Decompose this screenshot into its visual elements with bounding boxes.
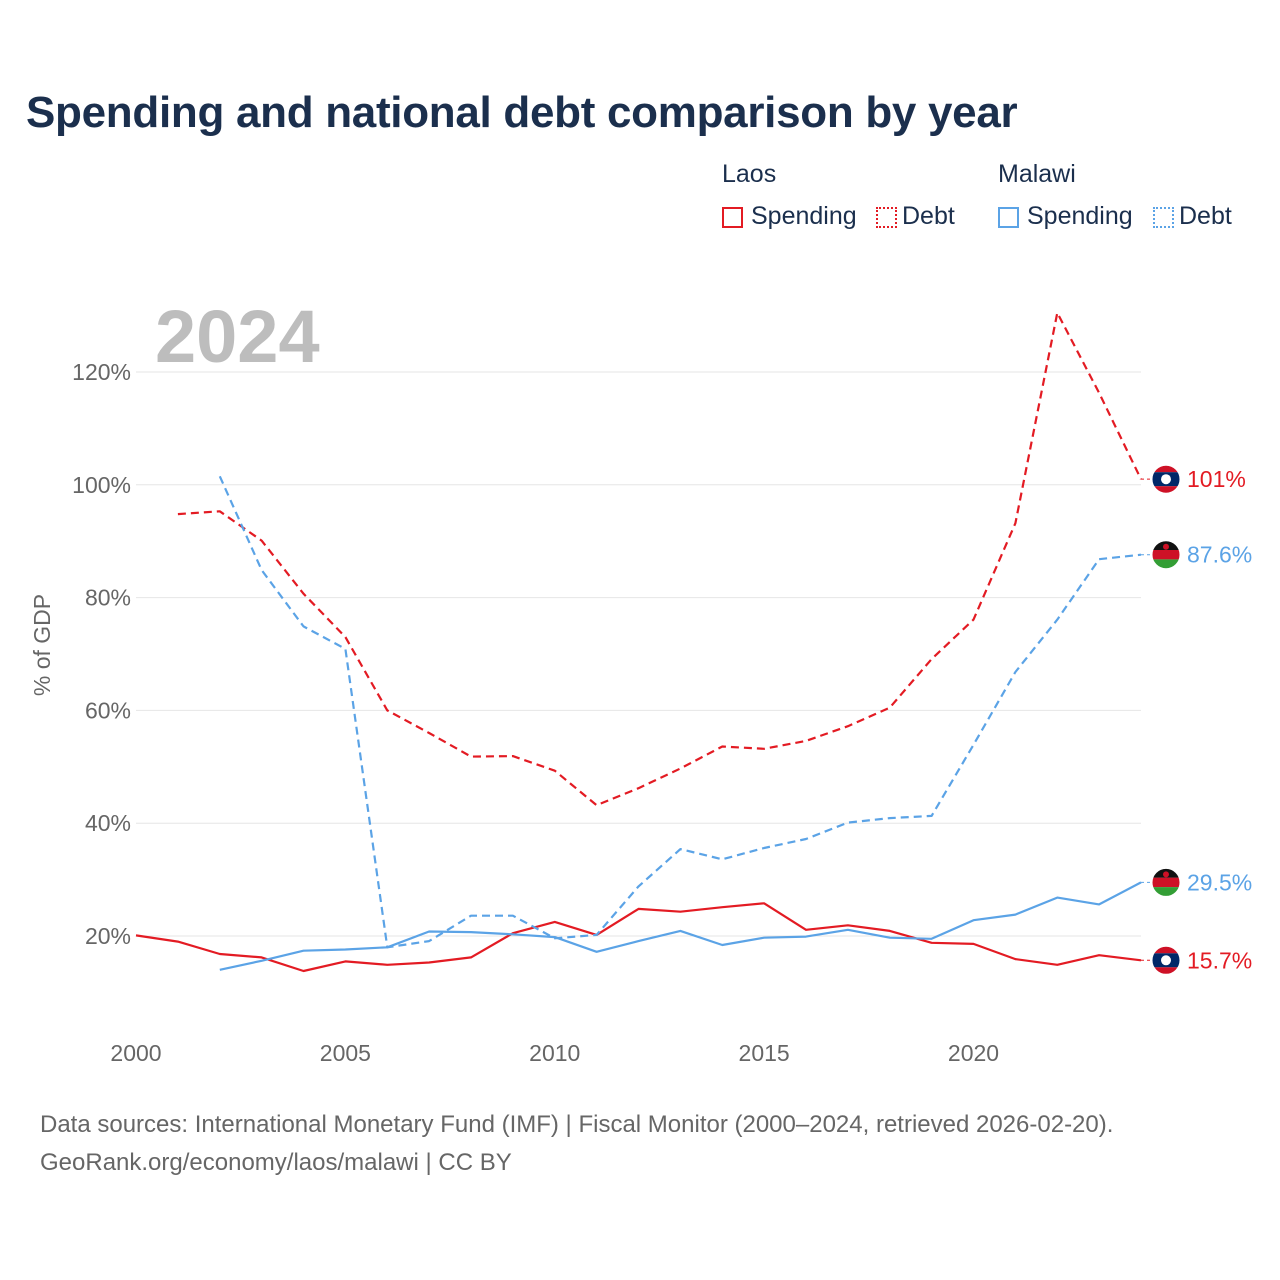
footer-attribution[interactable]: GeoRank.org/economy/laos/malawi | CC BY	[40, 1149, 512, 1176]
legend-country-laos: Laos	[722, 160, 777, 188]
legend-item-laos-spending[interactable]: Spending	[722, 202, 857, 230]
series-line-malawi-spending[interactable]	[219, 881, 1142, 971]
x-tick-label: 2005	[320, 1040, 371, 1066]
footer-source: Data sources: International Monetary Fun…	[40, 1111, 1114, 1138]
legend-item-laos-debt[interactable]: Debt	[876, 202, 955, 230]
dotted-line-swatch-icon	[1153, 207, 1174, 228]
series-lines	[135, 311, 1142, 973]
series-line-laos-spending[interactable]	[135, 902, 1142, 973]
footer: Data sources: International Monetary Fun…	[40, 1106, 1113, 1182]
x-tick-label: 2000	[110, 1040, 161, 1066]
malawi-flag-icon	[1151, 867, 1181, 897]
solid-line-swatch-icon	[998, 207, 1019, 228]
chart-title: Spending and national debt comparison by…	[26, 88, 1018, 137]
dotted-line-swatch-icon	[876, 207, 897, 228]
legend-item-malawi-spending[interactable]: Spending	[998, 202, 1133, 230]
x-tick-label: 2010	[529, 1040, 580, 1066]
malawi-flag-icon	[1151, 540, 1181, 570]
y-tick-label: 100%	[72, 472, 131, 498]
legend-label: Debt	[1179, 202, 1232, 230]
y-tick-label: 20%	[85, 923, 131, 949]
legend-label: Debt	[902, 202, 955, 230]
x-axis: 2000 2005 2010 2015 2020	[110, 1040, 999, 1066]
y-axis-title: % of GDP	[29, 594, 55, 696]
end-value-label: 87.6%	[1187, 542, 1252, 568]
end-value-label: 15.7%	[1187, 947, 1252, 973]
end-value-label: 29.5%	[1187, 869, 1252, 895]
series-line-malawi-debt[interactable]	[218, 475, 1142, 949]
end-value-label: 101%	[1187, 466, 1246, 492]
y-tick-label: 120%	[72, 359, 131, 385]
solid-line-swatch-icon	[722, 207, 743, 228]
end-markers: 101% 87.6% 29.5% 15.7%	[1141, 464, 1252, 975]
y-tick-label: 60%	[85, 697, 131, 723]
legend-label: Spending	[1027, 202, 1133, 230]
x-tick-label: 2015	[739, 1040, 790, 1066]
legend-country-malawi: Malawi	[998, 160, 1076, 188]
year-label: 2024	[155, 295, 320, 378]
gridlines	[136, 371, 1141, 937]
legend-label: Spending	[751, 202, 857, 230]
y-axis: 20% 40% 60% 80% 100% 120%	[72, 359, 131, 949]
laos-flag-icon	[1151, 945, 1181, 975]
legend-item-malawi-debt[interactable]: Debt	[1153, 202, 1232, 230]
x-tick-label: 2020	[948, 1040, 999, 1066]
series-line-laos-debt[interactable]	[177, 311, 1142, 807]
y-tick-label: 40%	[85, 810, 131, 836]
laos-flag-icon	[1151, 464, 1181, 494]
y-tick-label: 80%	[85, 585, 131, 611]
